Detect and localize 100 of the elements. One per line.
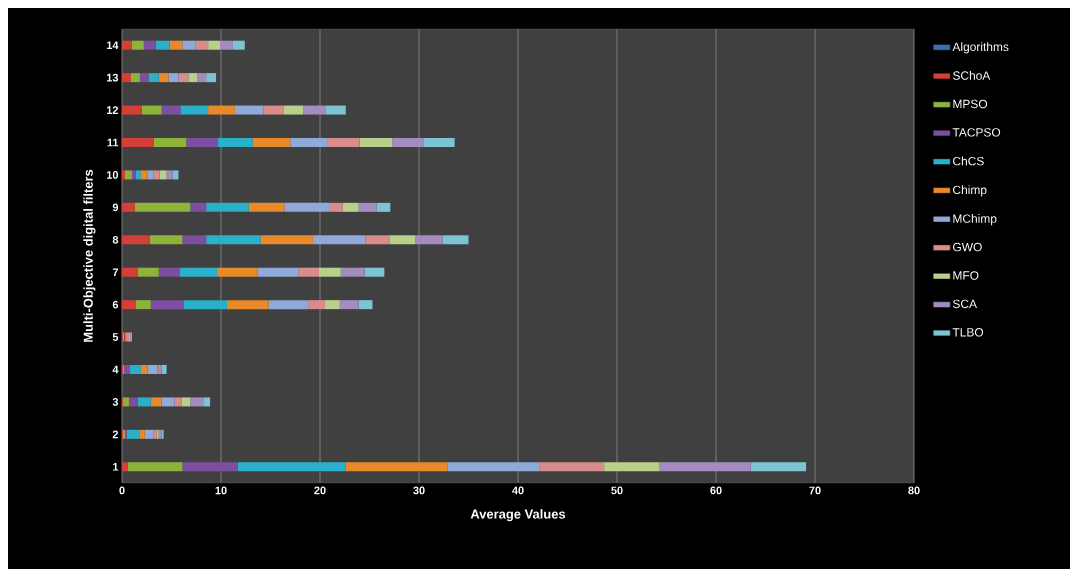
bar bbox=[129, 364, 141, 374]
bar bbox=[123, 364, 130, 374]
bar bbox=[150, 397, 162, 407]
bar bbox=[159, 170, 167, 180]
bar bbox=[203, 397, 211, 407]
x-tick-label: 10 bbox=[215, 486, 227, 495]
bar bbox=[234, 105, 264, 115]
bar bbox=[659, 462, 751, 472]
y-axis-title: Multi-Objective digital filters bbox=[83, 169, 96, 342]
bar bbox=[161, 105, 181, 115]
legend-label: ChCS bbox=[953, 156, 984, 166]
bar bbox=[319, 267, 341, 277]
bar bbox=[358, 300, 373, 310]
bar bbox=[442, 235, 469, 245]
bar bbox=[206, 202, 249, 212]
bar bbox=[260, 235, 314, 245]
x-tick-label: 60 bbox=[710, 486, 722, 495]
bar bbox=[539, 462, 605, 472]
x-axis-title: Average Values bbox=[470, 509, 566, 522]
bar bbox=[188, 73, 198, 83]
bar bbox=[257, 267, 299, 277]
bar bbox=[359, 137, 393, 147]
bar bbox=[392, 137, 424, 147]
legend-label: Algorithms bbox=[952, 42, 1009, 54]
bar bbox=[135, 300, 151, 310]
bar bbox=[147, 170, 154, 180]
bar bbox=[153, 170, 160, 180]
bar bbox=[190, 397, 204, 407]
legend-label: TACPSO bbox=[952, 128, 1001, 137]
bar bbox=[208, 40, 221, 50]
legend-label: MChimp bbox=[953, 214, 997, 226]
y-tick-label: 14 bbox=[106, 41, 119, 49]
bar bbox=[283, 105, 304, 115]
legend-label: TLBO bbox=[952, 328, 984, 337]
bar bbox=[248, 202, 285, 212]
bar bbox=[137, 397, 151, 407]
bar bbox=[131, 40, 144, 50]
bar bbox=[237, 462, 346, 472]
bar bbox=[226, 300, 269, 310]
bar bbox=[290, 137, 328, 147]
bar bbox=[161, 397, 175, 407]
bar bbox=[298, 267, 320, 277]
bar bbox=[340, 267, 365, 277]
y-tick-label: 6 bbox=[112, 300, 119, 309]
bar bbox=[284, 202, 329, 212]
bar bbox=[143, 40, 156, 50]
legend-label: GWO bbox=[953, 242, 982, 252]
bar bbox=[153, 137, 187, 147]
bar bbox=[308, 300, 325, 310]
bar bbox=[180, 105, 209, 115]
bar bbox=[128, 397, 138, 407]
bar bbox=[365, 235, 390, 245]
legend-label: MFO bbox=[953, 271, 979, 280]
bar bbox=[339, 300, 359, 310]
y-tick-label: 13 bbox=[106, 73, 119, 82]
y-tick-label: 10 bbox=[106, 171, 119, 179]
bar bbox=[342, 202, 359, 212]
y-tick-label: 8 bbox=[112, 235, 119, 244]
legend-label: SCA bbox=[952, 299, 977, 309]
bar bbox=[122, 73, 131, 83]
bar bbox=[218, 137, 253, 147]
bar bbox=[140, 364, 148, 374]
bar bbox=[182, 235, 207, 245]
y-tick-label: 7 bbox=[112, 268, 118, 276]
bar bbox=[324, 300, 340, 310]
bar bbox=[127, 462, 183, 472]
legend-label: Chimp bbox=[953, 185, 987, 197]
bar bbox=[126, 429, 140, 439]
x-tick-label: 0 bbox=[119, 486, 125, 495]
x-tick-label: 70 bbox=[809, 486, 821, 495]
x-tick-label: 50 bbox=[611, 486, 623, 495]
bar bbox=[130, 73, 140, 83]
bar bbox=[155, 40, 170, 50]
bar bbox=[252, 137, 291, 147]
y-tick-label: 5 bbox=[112, 333, 119, 341]
bar bbox=[604, 462, 660, 472]
bar bbox=[303, 105, 326, 115]
y-tick-label: 4 bbox=[112, 365, 119, 374]
bar bbox=[123, 397, 129, 407]
bar bbox=[750, 462, 807, 472]
bar bbox=[186, 137, 219, 147]
bar bbox=[263, 105, 284, 115]
bar bbox=[137, 267, 159, 277]
bar bbox=[139, 429, 145, 439]
bar bbox=[197, 73, 207, 83]
bar bbox=[389, 235, 416, 245]
bar bbox=[206, 73, 217, 83]
bar bbox=[122, 170, 125, 180]
bar bbox=[183, 300, 227, 310]
bar bbox=[122, 202, 135, 212]
legend-label: SChoA bbox=[952, 71, 991, 80]
bar bbox=[179, 267, 218, 277]
bar bbox=[147, 364, 158, 374]
bar bbox=[208, 105, 235, 115]
bar bbox=[447, 462, 540, 472]
bar bbox=[195, 40, 209, 50]
bar bbox=[122, 267, 138, 277]
x-tick-label: 40 bbox=[512, 486, 524, 495]
legend-label: MPSO bbox=[953, 99, 988, 109]
bar bbox=[140, 170, 148, 180]
